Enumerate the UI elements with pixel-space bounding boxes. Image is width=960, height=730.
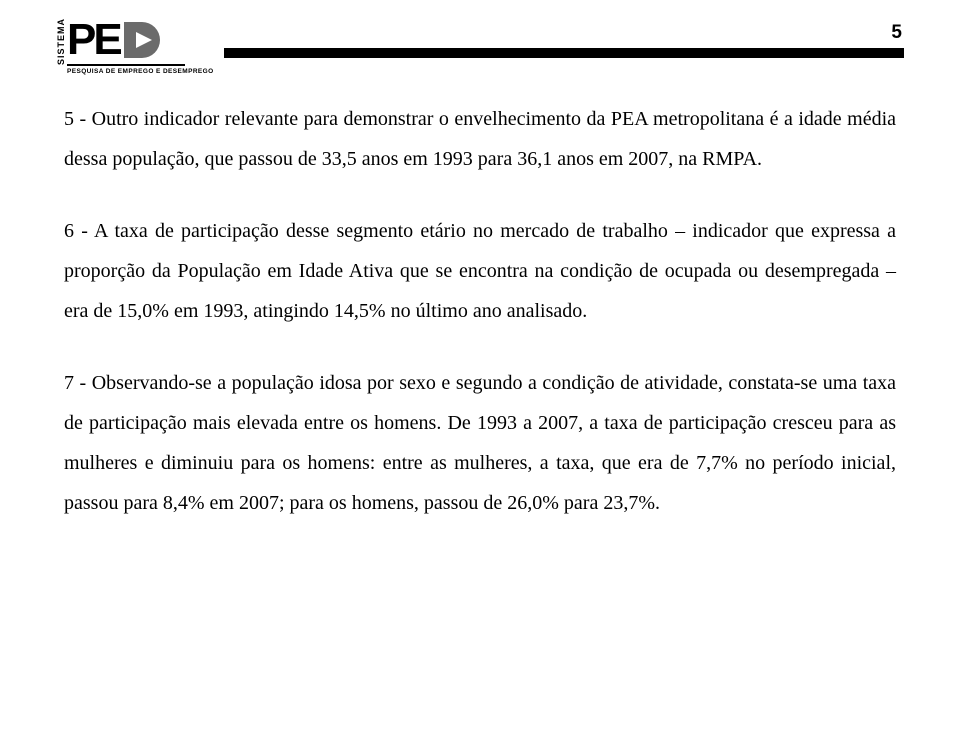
logo-region: SISTEMA P E PESQUISA DE EMPREGO E DESEMP…: [56, 18, 214, 75]
logo-subtitle: PESQUISA DE EMPREGO E DESEMPREGO: [67, 68, 214, 75]
logo-block: P E PESQUISA DE EMPREGO E DESEMPREGO: [67, 18, 214, 75]
sistema-label: SISTEMA: [56, 18, 66, 67]
logo-rule: [67, 64, 185, 66]
page: SISTEMA P E PESQUISA DE EMPREGO E DESEMP…: [0, 0, 960, 730]
content-region: 5 - Outro indicador relevante para demon…: [56, 99, 904, 523]
paragraph-6: 6 - A taxa de participação desse segment…: [64, 211, 896, 331]
paragraph-5: 5 - Outro indicador relevante para demon…: [64, 99, 896, 179]
logo-letter-d-icon: [122, 20, 172, 60]
page-header: SISTEMA P E PESQUISA DE EMPREGO E DESEMP…: [56, 18, 904, 75]
page-number: 5: [891, 22, 904, 44]
header-bar: [224, 48, 904, 58]
paragraph-7: 7 - Observando-se a população idosa por …: [64, 363, 896, 523]
logo-letter-e: E: [93, 18, 119, 62]
header-right: 5: [224, 18, 904, 58]
logo-letter-p: P: [67, 18, 93, 62]
logo-letters: P E: [67, 18, 172, 62]
